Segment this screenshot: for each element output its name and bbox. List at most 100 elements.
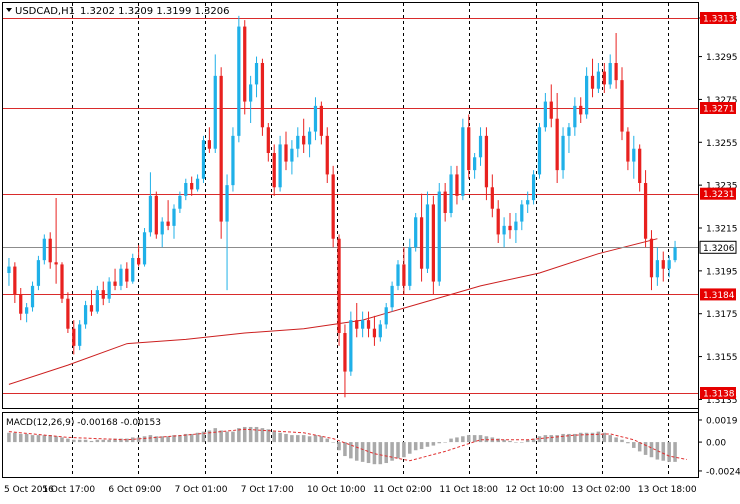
candle-body: [25, 307, 29, 314]
candle: [166, 200, 170, 231]
macd-tick-label: -0.00248: [706, 467, 740, 477]
candle: [579, 97, 583, 123]
candle: [266, 123, 270, 162]
candle: [278, 135, 282, 192]
candle: [231, 127, 235, 192]
candle: [48, 232, 52, 269]
macd-histogram-bar: [496, 438, 500, 443]
candle: [396, 260, 400, 291]
candle: [496, 200, 500, 243]
candle: [195, 174, 200, 192]
level-price-tag: [700, 387, 736, 399]
candle: [66, 292, 70, 333]
candle-body: [473, 157, 477, 171]
triangle-down-icon[interactable]: [6, 8, 12, 12]
macd-histogram-bar: [284, 433, 288, 443]
macd-tick-label: 0.00: [706, 439, 726, 449]
candle-body: [632, 148, 636, 162]
macd-histogram-bar: [354, 442, 359, 461]
candle: [254, 56, 259, 98]
candle: [526, 191, 530, 213]
macd-histogram-bar: [154, 436, 159, 443]
candle: [249, 75, 253, 123]
macd-histogram-bar: [331, 442, 335, 443]
level-price-label: 1.3313: [703, 15, 735, 25]
candle-body: [537, 127, 542, 175]
macd-histogram-bar: [24, 433, 29, 443]
macd-histogram-bar: [18, 433, 23, 443]
candle: [514, 213, 518, 243]
macd-histogram-bar: [337, 442, 341, 451]
candle-body: [608, 63, 612, 85]
macd-histogram-bar: [148, 435, 153, 443]
candle: [201, 135, 206, 183]
candle-body: [101, 290, 105, 299]
candle: [502, 217, 506, 248]
macd-histogram-bar: [95, 439, 100, 443]
candle-body: [425, 204, 430, 269]
candle: [219, 67, 223, 239]
candle: [520, 200, 524, 231]
candle: [154, 191, 158, 239]
candle: [384, 303, 388, 329]
candle-body: [72, 328, 76, 346]
price-tick-label: 1.3195: [706, 267, 738, 277]
candle-body: [667, 260, 671, 269]
candle-body: [160, 221, 164, 235]
macd-histogram-bar: [237, 428, 241, 443]
candle-body: [520, 204, 524, 222]
vertical-grid: [72, 3, 669, 477]
candle: [437, 183, 441, 286]
candle: [89, 290, 94, 316]
candle: [408, 238, 412, 291]
candle-body: [419, 217, 424, 269]
time-tick-label: 13 Oct 18:00: [638, 485, 697, 495]
candle-body: [502, 225, 506, 235]
macd-histogram-bar: [384, 442, 388, 464]
macd-histogram-bar: [573, 433, 577, 443]
candle: [643, 170, 648, 248]
candle: [225, 174, 229, 291]
candle: [490, 174, 494, 218]
level-price-label: 1.3231: [703, 190, 735, 200]
candle: [620, 67, 624, 141]
candle-body: [561, 135, 565, 171]
macd-histogram-bar: [602, 432, 607, 443]
macd-histogram-bar: [360, 442, 365, 462]
macd-histogram-bar: [48, 435, 52, 443]
candle-body: [13, 266, 17, 295]
macd-histogram-bar: [72, 439, 76, 443]
candle-body: [272, 153, 276, 188]
macd-histogram-bar: [301, 435, 306, 443]
candle-body: [490, 187, 494, 209]
candle-body: [443, 191, 447, 213]
macd-histogram-bar: [242, 426, 247, 443]
candle: [614, 33, 618, 89]
candle-body: [455, 174, 459, 196]
candle-body: [231, 135, 235, 186]
macd-histogram-bar: [673, 442, 677, 462]
candle-body: [366, 320, 371, 329]
candle: [284, 131, 288, 171]
macd-histogram-bar: [142, 436, 147, 443]
candle-body: [408, 247, 412, 286]
candle: [13, 262, 17, 303]
macd-histogram-bar: [260, 428, 265, 443]
macd-histogram-bar: [89, 440, 94, 443]
candle-body: [643, 183, 648, 239]
candle-body: [602, 71, 606, 85]
macd-histogram-bar: [307, 436, 312, 443]
price-axis: 1.3313 1.3295 1.3275 1.3255 1.3235 1.3215 1.31…: [698, 12, 740, 477]
macd-histogram-bar: [590, 432, 595, 443]
level-price-tag: [700, 12, 736, 24]
candle: [302, 118, 306, 153]
macd-histogram-bar: [455, 437, 459, 443]
candle: [148, 172, 153, 237]
candle: [419, 193, 424, 282]
candle-body: [372, 328, 377, 338]
candle: [78, 320, 82, 351]
candle: [555, 93, 559, 183]
candle: [537, 123, 542, 179]
